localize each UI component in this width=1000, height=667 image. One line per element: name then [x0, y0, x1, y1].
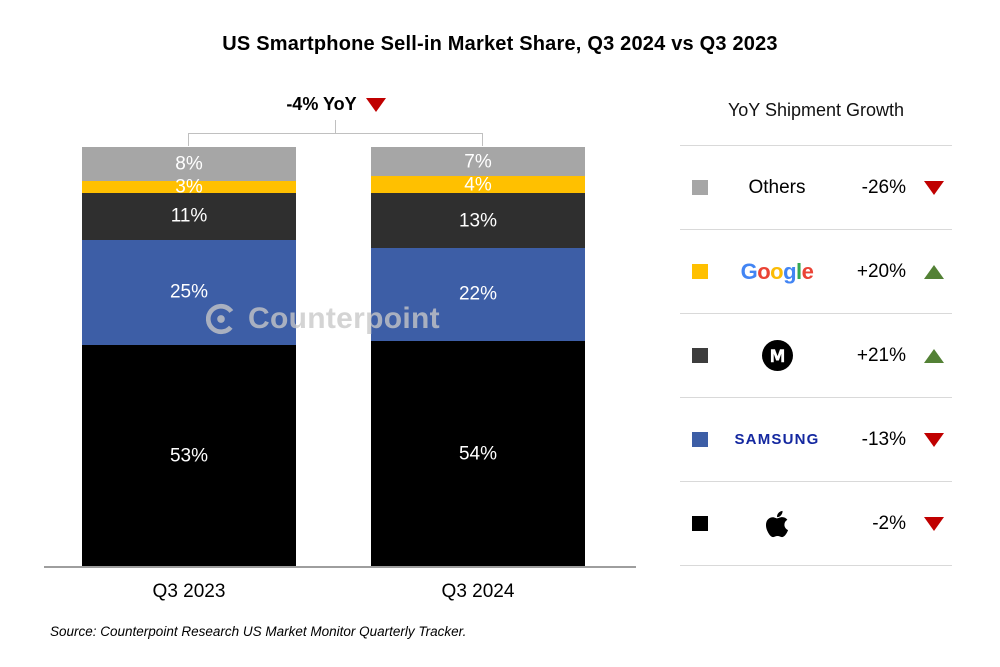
- down-triangle-icon: [365, 97, 386, 112]
- segment-value-label: 4%: [464, 174, 492, 196]
- stacked-bar-q3-2023: 8% 3% 11% 25% 53%: [82, 147, 296, 568]
- apple-growth-value: -2%: [872, 512, 906, 534]
- google-growth-value: +20%: [856, 260, 906, 282]
- yoy-annotation-label: -4% YoY: [286, 94, 357, 114]
- apple-color-swatch: [692, 516, 708, 531]
- others-color-swatch: [692, 180, 708, 195]
- segment-value-label: 3%: [175, 176, 203, 198]
- motorola-growth-value: +21%: [856, 344, 906, 366]
- x-axis-label-q3-2024: Q3 2024: [441, 581, 515, 602]
- segment-value-label: 25%: [169, 281, 209, 303]
- apple-logo-icon: [765, 510, 789, 537]
- bar-segment-google: 3%: [82, 177, 296, 196]
- samsung-growth-value: -13%: [861, 428, 906, 450]
- motorola-brand-cell: [708, 340, 846, 371]
- legend-row-google: Google +20%: [680, 230, 952, 314]
- samsung-logo: Samsung: [734, 431, 820, 448]
- others-growth-value: -26%: [861, 176, 906, 198]
- stacked-bar-q3-2024: 7% 4% 13% 22% 54%: [371, 147, 585, 568]
- segment-value-label: 22%: [458, 283, 498, 305]
- bar-segment-motorola: 13%: [371, 193, 585, 249]
- bar-segment-samsung: 25%: [82, 239, 296, 345]
- segment-value-label: 7%: [464, 151, 492, 173]
- google-color-swatch: [692, 264, 708, 279]
- segment-value-label: 8%: [175, 153, 203, 175]
- down-triangle-icon: [924, 432, 944, 447]
- x-axis-line: [44, 566, 636, 568]
- apple-brand-cell: [708, 509, 846, 539]
- legend-heading: YoY Shipment Growth: [727, 100, 905, 120]
- motorola-logo-icon: [761, 340, 793, 371]
- bar-segment-others: 7%: [371, 147, 585, 177]
- samsung-brand-cell: Samsung: [708, 431, 846, 448]
- others-brand-cell: Others: [708, 177, 846, 199]
- bar-segment-apple: 54%: [371, 340, 585, 568]
- bar-segment-others: 8%: [82, 147, 296, 181]
- legend-row-motorola: +21%: [680, 314, 952, 398]
- bar-segment-samsung: 22%: [371, 248, 585, 341]
- legend-rows: Others -26% Google +20%: [680, 145, 952, 566]
- source-note: Source: Counterpoint Research US Market …: [50, 624, 467, 639]
- down-triangle-icon: [924, 516, 944, 531]
- legend-row-others: Others -26%: [680, 146, 952, 230]
- legend-panel: YoY Shipment Growth Others -26% Google +…: [680, 100, 952, 566]
- down-triangle-icon: [924, 180, 944, 195]
- motorola-color-swatch: [692, 348, 708, 363]
- up-triangle-icon: [924, 264, 944, 279]
- segment-value-label: 13%: [458, 210, 498, 232]
- google-brand-cell: Google: [708, 259, 846, 285]
- bar-segment-apple: 53%: [82, 344, 296, 568]
- legend-row-apple: -2%: [680, 482, 952, 566]
- segment-value-label: 53%: [169, 445, 209, 467]
- x-axis-label-q3-2023: Q3 2023: [152, 581, 226, 602]
- segment-value-label: 54%: [458, 443, 498, 465]
- yoy-annotation: -4% YoY: [188, 94, 484, 115]
- segment-value-label: 11%: [170, 205, 208, 227]
- bar-segment-google: 4%: [371, 174, 585, 196]
- up-triangle-icon: [924, 348, 944, 363]
- comparison-bracket: [188, 133, 483, 146]
- bar-segment-motorola: 11%: [82, 193, 296, 240]
- samsung-color-swatch: [692, 432, 708, 447]
- legend-row-samsung: Samsung -13%: [680, 398, 952, 482]
- chart-title: US Smartphone Sell-in Market Share, Q3 2…: [222, 33, 778, 55]
- others-label: Others: [748, 176, 806, 198]
- bracket-stem-line: [335, 120, 336, 133]
- google-logo-icon: Google: [740, 258, 814, 284]
